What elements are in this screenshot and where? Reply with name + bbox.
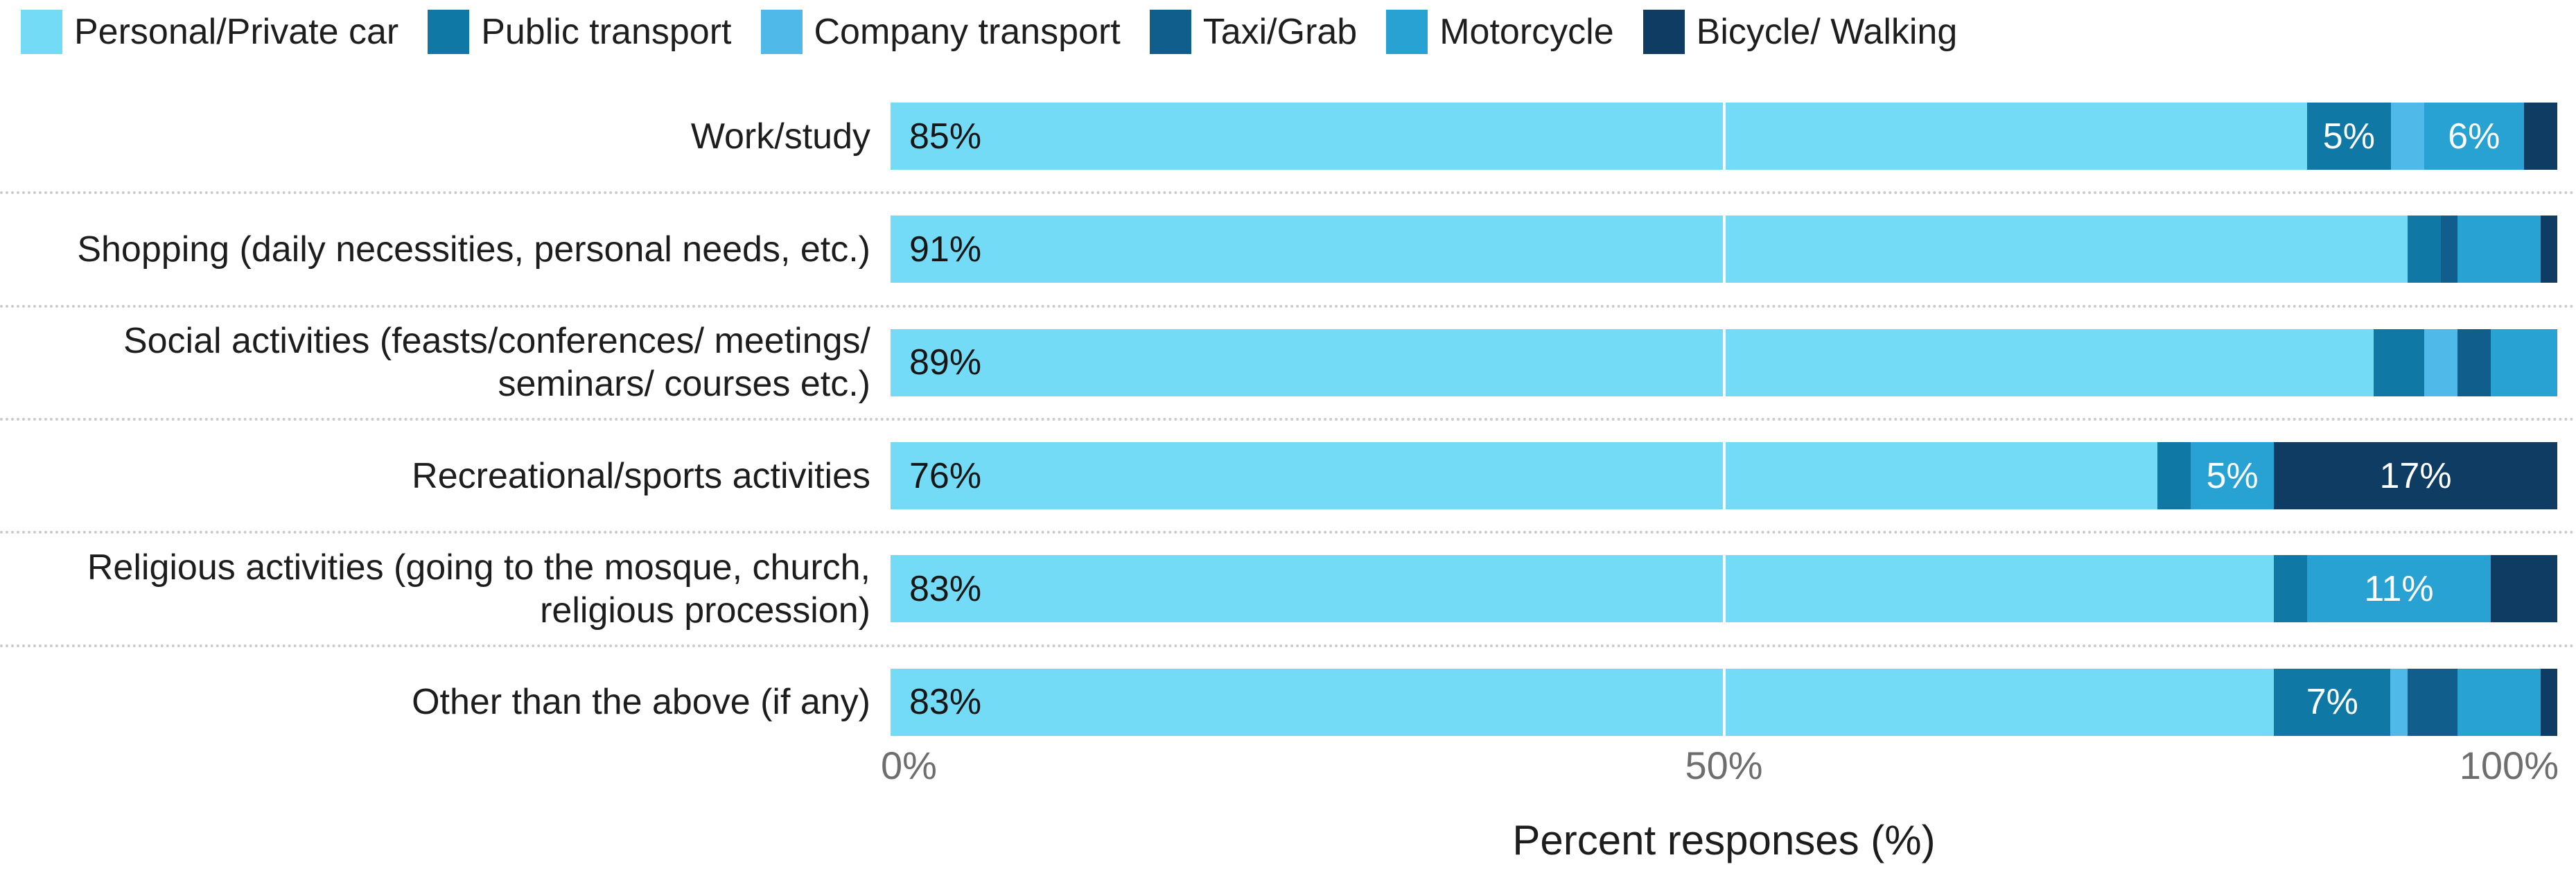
category-label: Recreational/sports activities: [412, 455, 870, 496]
bar-segment-taxi[interactable]: [2457, 328, 2491, 396]
x-tick-100pct: 100%: [2459, 744, 2559, 787]
bar-segment-personal[interactable]: 85%: [891, 103, 2308, 170]
bar-segment-bicycle[interactable]: [2523, 103, 2557, 170]
x-tick-50pct: 50%: [1685, 744, 1763, 787]
category-label: Religious activities (going to the mosqu…: [87, 547, 870, 631]
bar-segment-public[interactable]: [2407, 216, 2441, 283]
gridline-50pct: [1722, 442, 1726, 510]
x-tick-0pct: 0%: [881, 744, 937, 787]
segment-value-label: 83%: [909, 568, 982, 609]
bar-segment-public[interactable]: 7%: [2274, 668, 2391, 736]
bar-segment-bicycle[interactable]: [2490, 555, 2557, 623]
legend-swatch-company: [760, 10, 803, 54]
chart-row: Shopping (daily necessities, personal ne…: [0, 194, 2576, 308]
bar-track: 83% 7%: [891, 668, 2557, 736]
bar-track: 85% 5% 6%: [891, 103, 2557, 170]
legend-swatch-public: [428, 10, 470, 54]
bar-segment-motorcycle[interactable]: 6%: [2424, 103, 2524, 170]
bar-segment-personal[interactable]: 91%: [891, 216, 2408, 283]
bar-segment-bicycle[interactable]: 17%: [2274, 442, 2557, 510]
legend: Personal/Private car Public transport Comp…: [21, 10, 2569, 54]
legend-swatch-personal: [21, 10, 62, 54]
chart-row: Other than the above (if any) 83% 7%: [0, 647, 2576, 757]
bar-segment-motorcycle[interactable]: 11%: [2307, 555, 2491, 623]
bar-segment-motorcycle[interactable]: 5%: [2190, 442, 2275, 510]
legend-item-company[interactable]: Company transport: [760, 10, 1121, 54]
bar-segment-taxi[interactable]: [2440, 216, 2457, 283]
segment-value-label: 76%: [909, 455, 982, 496]
legend-label: Taxi/Grab: [1202, 12, 1358, 52]
segment-value-label: 11%: [2364, 568, 2434, 609]
legend-item-public[interactable]: Public transport: [428, 10, 732, 54]
bar-segment-personal[interactable]: 76%: [891, 442, 2157, 510]
bar-segment-motorcycle[interactable]: [2490, 328, 2557, 396]
bar-track: 89%: [891, 328, 2557, 396]
segment-value-label: 89%: [909, 342, 982, 383]
chart-row: Religious activities (going to the mosqu…: [0, 534, 2576, 647]
bar-segment-bicycle[interactable]: [2540, 216, 2557, 283]
bar-segment-company[interactable]: [2390, 668, 2408, 736]
segment-value-label: 17%: [2379, 455, 2452, 496]
bar-track: 76% 5% 17%: [891, 442, 2557, 510]
gridline-50pct: [1722, 555, 1726, 623]
bar-segment-bicycle[interactable]: [2540, 668, 2557, 736]
legend-label: Motorcycle: [1439, 12, 1614, 52]
legend-item-personal[interactable]: Personal/Private car: [21, 10, 398, 54]
bar-segment-taxi[interactable]: [2407, 668, 2457, 736]
bar-segment-company[interactable]: [2424, 328, 2457, 396]
category-label: Social activities (feasts/conferences/ m…: [123, 321, 870, 405]
category-label: Work/study: [690, 116, 870, 157]
segment-value-label: 5%: [2322, 116, 2375, 157]
gridline-50pct: [1722, 103, 1726, 170]
bar-segment-motorcycle[interactable]: [2457, 216, 2541, 283]
rows: Work/study 85% 5% 6% Shopping (daily necessi…: [0, 81, 2576, 757]
category-label: Shopping (daily necessities, personal ne…: [77, 229, 870, 270]
segment-value-label: 83%: [909, 682, 982, 723]
bar-segment-public[interactable]: 5%: [2307, 103, 2391, 170]
bar-segment-company[interactable]: [2390, 103, 2424, 170]
bar-segment-public[interactable]: [2274, 555, 2308, 623]
legend-swatch-bicycle: [1642, 10, 1685, 54]
legend-label: Company transport: [814, 12, 1121, 52]
legend-item-bicycle[interactable]: Bicycle/ Walking: [1642, 10, 1958, 54]
segment-value-label: 6%: [2448, 116, 2500, 157]
legend-swatch-motorcycle: [1386, 10, 1428, 54]
bar-track: 83% 11%: [891, 555, 2557, 623]
legend-label: Personal/Private car: [74, 12, 399, 52]
bar-segment-personal[interactable]: 83%: [891, 668, 2275, 736]
gridline-50pct: [1722, 216, 1726, 283]
x-axis-title: Percent responses (%): [1512, 817, 1936, 863]
bar-track: 91%: [891, 216, 2557, 283]
bar-segment-public[interactable]: [2374, 328, 2424, 396]
bar-segment-personal[interactable]: 89%: [891, 328, 2374, 396]
chart-row: Recreational/sports activities 76% 5% 17%: [0, 421, 2576, 534]
legend-item-taxi[interactable]: Taxi/Grab: [1149, 10, 1358, 54]
legend-label: Public transport: [481, 12, 732, 52]
segment-value-label: 7%: [2306, 682, 2358, 723]
bar-segment-public[interactable]: [2157, 442, 2191, 510]
legend-item-motorcycle[interactable]: Motorcycle: [1386, 10, 1614, 54]
chart-row: Social activities (feasts/conferences/ m…: [0, 308, 2576, 421]
category-label: Other than the above (if any): [412, 682, 870, 723]
gridline-50pct: [1722, 328, 1726, 396]
legend-label: Bicycle/ Walking: [1696, 12, 1958, 52]
segment-value-label: 85%: [909, 116, 982, 157]
gridline-50pct: [1722, 668, 1726, 736]
bar-segment-motorcycle[interactable]: [2457, 668, 2541, 736]
legend-swatch-taxi: [1149, 10, 1191, 54]
x-axis: 0% 50% 100%: [881, 743, 2559, 791]
bar-segment-personal[interactable]: 83%: [891, 555, 2275, 623]
segment-value-label: 91%: [909, 229, 982, 270]
chart-row: Work/study 85% 5% 6%: [0, 81, 2576, 195]
segment-value-label: 5%: [2206, 455, 2259, 496]
